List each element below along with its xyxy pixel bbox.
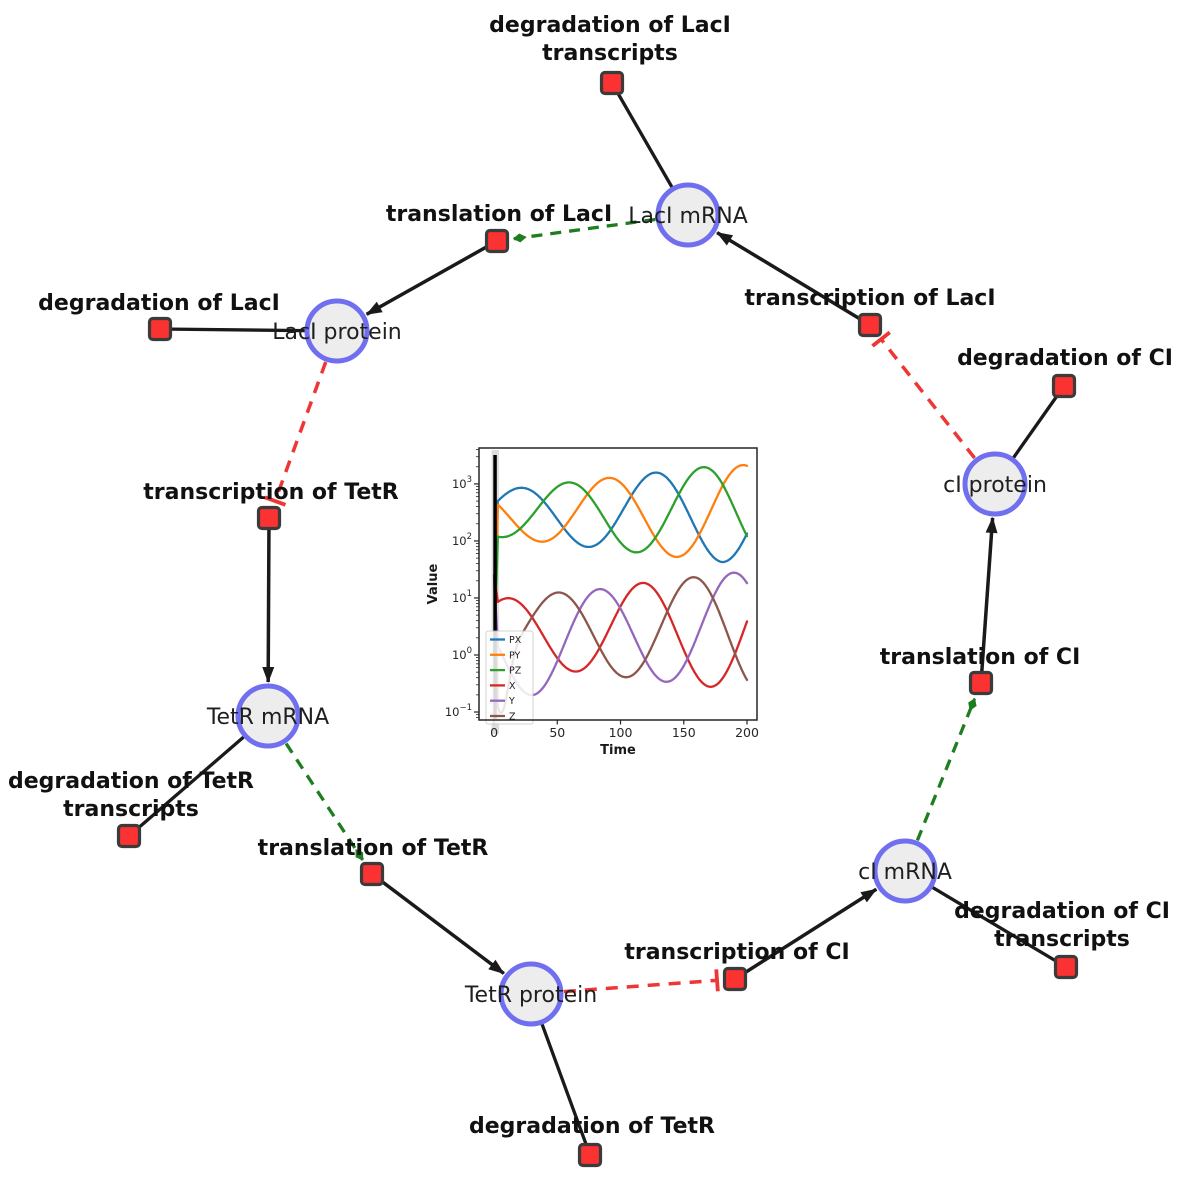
reaction-node-transl_laci[interactable] (484, 228, 510, 254)
x-tick-label: 0 (490, 725, 498, 740)
edge-modifier-ci_mrna-transl_ci (915, 697, 977, 842)
species-label-tetr_mrna: TetR mRNA (206, 705, 329, 730)
inhibitor-tbar-icon (264, 495, 287, 507)
edge-inhibitor-laci_protein-txn_tetr (273, 361, 328, 502)
reaction-label-deg_tetr: degradation of TetR (469, 1114, 715, 1139)
legend-label-X: X (509, 681, 516, 692)
species-label-ci_protein: cI protein (943, 473, 1047, 498)
species-node-tetr_mrna[interactable] (235, 683, 301, 749)
reaction-node-deg_tetr_tx[interactable] (116, 823, 142, 849)
curve-PY (492, 463, 749, 657)
edge-product-transl_tetr-tetr_protein (370, 872, 505, 975)
x-tick-label: 150 (672, 725, 696, 740)
nodes-layer (116, 70, 1079, 1168)
y-tick-label: 102 (452, 532, 472, 548)
labels-layer: degradation of LacI transcripts translatio… (8, 13, 1173, 1139)
species-label-laci_mrna: LacI mRNA (628, 204, 748, 229)
inhibitor-tbar-icon (714, 969, 720, 992)
edge-product-txn_laci-laci_mrna (716, 231, 871, 327)
x-tick-label: 200 (735, 725, 759, 740)
reaction-label-deg_laci_tx: degradation of LacI (489, 13, 731, 38)
edge-inhibitor-tetr_protein-txn_ci (563, 978, 718, 994)
curve-PZ (492, 466, 749, 657)
reaction-label-deg_tetr_tx: transcripts (63, 797, 199, 822)
y-axis-label: Value (426, 563, 441, 604)
x-tick-label: 100 (609, 725, 633, 740)
species-label-laci_protein: LacI protein (272, 320, 402, 345)
axes-frame (478, 447, 758, 721)
edge-product-txn_tetr-tetr_mrna (262, 517, 275, 684)
edge-product-transl_ci-ci_protein (979, 516, 998, 684)
legend-label-PZ: PZ (509, 666, 522, 677)
legend-label-PY: PY (509, 650, 521, 661)
species-node-laci_mrna[interactable] (655, 182, 721, 248)
edge-product-txn_ci-ci_mrna (734, 887, 878, 981)
species-node-ci_mrna[interactable] (872, 838, 938, 904)
simulation-plot: 0 50 100 150 200 10−1 100 101 102 103 PX PY PZ XYZ Ti… (426, 447, 759, 758)
species-label-ci_mrna: cI mRNA (858, 860, 952, 885)
reaction-label-txn_ci: transcription of CI (624, 940, 849, 965)
y-tick-label: 103 (452, 475, 472, 491)
reaction-label-transl_ci: translation of CI (880, 645, 1081, 670)
curve-X (492, 574, 749, 688)
reaction-node-txn_ci[interactable] (722, 966, 748, 992)
x-axis-label: Time (600, 743, 636, 758)
reaction-node-deg_tetr[interactable] (577, 1142, 603, 1168)
legend-label-Z: Z (509, 712, 516, 723)
reaction-label-deg_tetr_tx: degradation of TetR (8, 769, 254, 794)
reaction-node-deg_ci[interactable] (1051, 373, 1077, 399)
species-label-tetr_protein: TetR protein (464, 983, 597, 1008)
y-tick-label: 100 (452, 646, 472, 662)
reaction-node-txn_laci[interactable] (857, 312, 883, 338)
x-tick-label: 50 (549, 725, 565, 740)
curve-Z (492, 574, 749, 714)
curve-PX (492, 471, 749, 657)
reaction-node-transl_ci[interactable] (968, 670, 994, 696)
reaction-node-transl_tetr[interactable] (359, 861, 385, 887)
legend-label-PX: PX (509, 635, 522, 646)
reaction-node-txn_tetr[interactable] (256, 505, 282, 531)
inhibitor-tbar-icon (871, 330, 891, 348)
species-node-tetr_protein[interactable] (498, 961, 564, 1027)
legend-label-Y: Y (508, 696, 515, 707)
reaction-label-transl_tetr: translation of TetR (258, 836, 489, 861)
reaction-node-deg_laci_tx[interactable] (599, 70, 625, 96)
reaction-node-deg_ci_tx[interactable] (1053, 954, 1079, 980)
reaction-label-deg_ci: degradation of CI (957, 346, 1173, 371)
edge-modifier-tetr_mrna-transl_tetr (284, 742, 365, 861)
edge-inhibitor-ci_protein-txn_laci (879, 338, 976, 460)
y-tick-label: 101 (452, 589, 472, 605)
reaction-label-deg_laci_tx: transcripts (542, 41, 678, 66)
reaction-node-deg_laci[interactable] (147, 316, 173, 342)
edge-product-transl_laci-laci_protein (365, 239, 498, 316)
species-node-ci_protein[interactable] (962, 451, 1028, 517)
y-tick-label: 10−1 (445, 703, 472, 719)
reaction-label-txn_tetr: transcription of TetR (143, 480, 399, 505)
reaction-label-deg_ci_tx: degradation of CI (954, 899, 1170, 924)
species-node-laci_protein[interactable] (304, 298, 370, 364)
reaction-label-deg_laci: degradation of LacI (38, 291, 280, 316)
reaction-label-txn_laci: transcription of LacI (744, 286, 995, 311)
reaction-label-transl_laci: translation of LacI (386, 202, 612, 227)
curve-Y (492, 571, 749, 697)
reaction-label-deg_ci_tx: transcripts (994, 927, 1130, 952)
edge-modifier-laci_mrna-transl_laci (512, 217, 656, 243)
